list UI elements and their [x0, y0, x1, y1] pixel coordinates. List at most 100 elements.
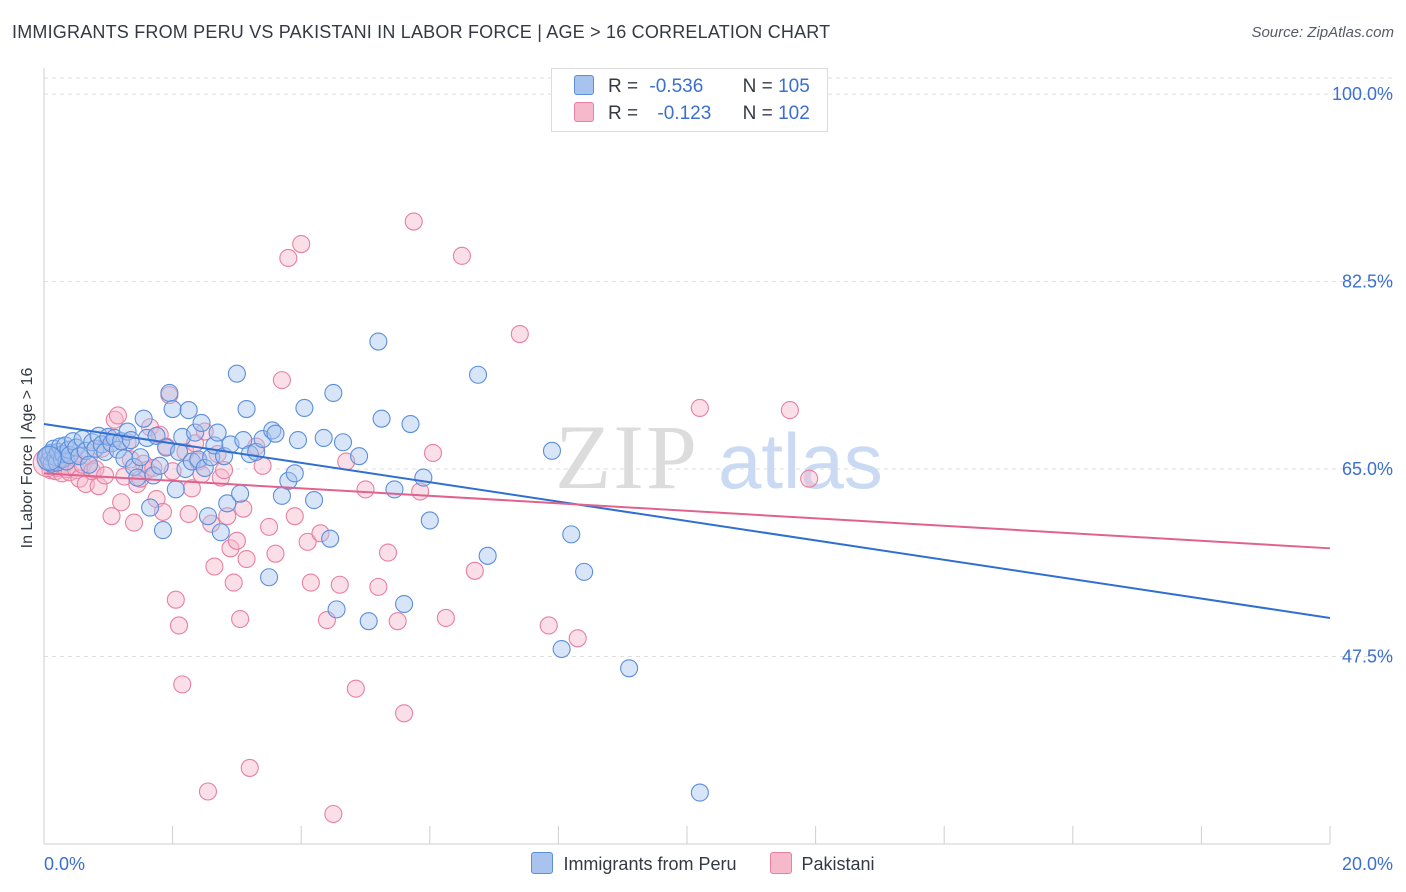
- pakistani-point: [356, 480, 375, 499]
- peru-point: [401, 414, 420, 434]
- pakistani-point: [539, 616, 558, 635]
- watermark-zip: ZIP: [555, 406, 699, 508]
- y-tick-label: 100.0%: [1332, 84, 1393, 104]
- peru-point: [359, 612, 378, 631]
- legend-row-peru: R = -0.536 N = 105: [574, 75, 810, 101]
- peru-point: [321, 529, 340, 548]
- peru-point: [369, 332, 388, 351]
- legend-row-pakistani: R = -0.123 N = 102: [574, 102, 810, 128]
- pakistani-point: [510, 324, 529, 344]
- pakistani-point: [388, 612, 407, 631]
- pakistani-swatch: [574, 102, 594, 122]
- peru-point: [395, 594, 414, 614]
- peru-trend-line: [43, 423, 1331, 619]
- zipatlas-watermark: ZIP atlas: [555, 406, 883, 508]
- peru-point: [562, 525, 581, 544]
- peru-point: [259, 568, 279, 587]
- pakistani-point: [301, 573, 320, 592]
- pakistani-trend-line: [43, 472, 1331, 550]
- pakistani-point: [369, 577, 388, 596]
- gridlines: [44, 77, 1392, 658]
- pakistani-point: [237, 549, 256, 569]
- peru-point: [150, 456, 169, 475]
- peru-point: [131, 448, 150, 467]
- peru-point: [314, 428, 333, 448]
- pakistani-point: [259, 517, 279, 536]
- peru-point: [192, 413, 211, 433]
- peru-point: [266, 424, 285, 443]
- pakistani-point: [198, 782, 218, 801]
- peru-point: [163, 399, 182, 419]
- peru-point: [279, 471, 298, 490]
- pakistani-point: [780, 401, 799, 420]
- peru-point: [305, 491, 324, 510]
- peru-point: [542, 441, 562, 460]
- y-tick-label: 47.5%: [1342, 647, 1393, 667]
- pakistani-point: [182, 479, 201, 498]
- pakistani-point: [124, 513, 144, 532]
- pakistani-point: [214, 461, 234, 480]
- peru-point: [179, 401, 198, 420]
- peru-point: [211, 523, 230, 542]
- peru-point: [690, 783, 709, 802]
- pakistani-point: [285, 507, 304, 526]
- peru-point: [153, 521, 173, 540]
- peru-point: [227, 364, 246, 383]
- peru-r-value: -0.536: [649, 76, 704, 97]
- legend-item-pakistani[interactable]: Pakistani: [769, 852, 875, 875]
- peru-point: [295, 398, 314, 418]
- y-tick-label: 82.5%: [1342, 272, 1393, 292]
- x-tick-label-min: 0.0%: [44, 854, 85, 874]
- pakistani-point: [221, 539, 240, 558]
- pakistani-point: [690, 398, 709, 418]
- legend-pakistani-swatch: [769, 852, 792, 874]
- peru-point: [208, 423, 227, 442]
- legend-item-peru[interactable]: Immigrants from Peru: [531, 852, 736, 875]
- chart-title: IMMIGRANTS FROM PERU VS PAKISTANI IN LAB…: [12, 22, 831, 42]
- peru-point: [272, 486, 291, 505]
- pakistani-point: [272, 371, 291, 390]
- pakistani-point: [292, 235, 311, 254]
- peru-n-label: N =: [742, 76, 773, 97]
- peru-point: [575, 562, 594, 581]
- peru-point: [420, 511, 439, 530]
- pakistani-point: [234, 499, 253, 518]
- peru-point: [79, 455, 99, 474]
- pakistani-point: [173, 675, 192, 694]
- pakistani-point: [231, 609, 250, 629]
- peru-point: [121, 431, 140, 450]
- pakistani-point: [96, 466, 115, 485]
- legend-peru-label: Immigrants from Peru: [563, 854, 737, 874]
- peru-point: [186, 423, 205, 442]
- peru-point: [324, 383, 343, 403]
- legend-pakistani-label: Pakistani: [801, 854, 875, 874]
- peru-point: [285, 464, 304, 483]
- pakistani-point: [218, 507, 237, 526]
- pakistani-point: [436, 608, 455, 627]
- pakistani-point: [324, 804, 343, 824]
- y-tick-label: 65.0%: [1342, 459, 1393, 479]
- pakistani-point: [112, 493, 131, 512]
- peru-point: [468, 365, 488, 384]
- peru-point: [124, 457, 144, 476]
- pakistani-point: [102, 507, 121, 526]
- pakistani-point: [227, 531, 246, 550]
- pakistani-point: [224, 573, 243, 592]
- peru-r-label: R =: [608, 76, 639, 97]
- pakistani-point: [452, 246, 472, 265]
- trend-lines: [43, 423, 1331, 619]
- x-tick-label-max: 20.0%: [1342, 854, 1393, 874]
- pakistani-point: [311, 524, 330, 543]
- tick-labels: 47.5% 65.0% 82.5% 100.0% 0.0% 20.0%: [44, 84, 1393, 874]
- pakistani-point: [240, 758, 259, 777]
- legend-peru-swatch: [531, 852, 554, 874]
- peru-points: [36, 332, 709, 802]
- peru-point: [166, 480, 185, 499]
- peru-point: [198, 507, 218, 526]
- correlation-legend: R = -0.536 N = 105 R = -0.123 N = 102: [551, 68, 828, 132]
- pakistani-point: [465, 561, 484, 580]
- pakistani-n-value: 102: [778, 103, 810, 124]
- peru-point: [372, 409, 391, 428]
- pakistani-point: [568, 629, 587, 648]
